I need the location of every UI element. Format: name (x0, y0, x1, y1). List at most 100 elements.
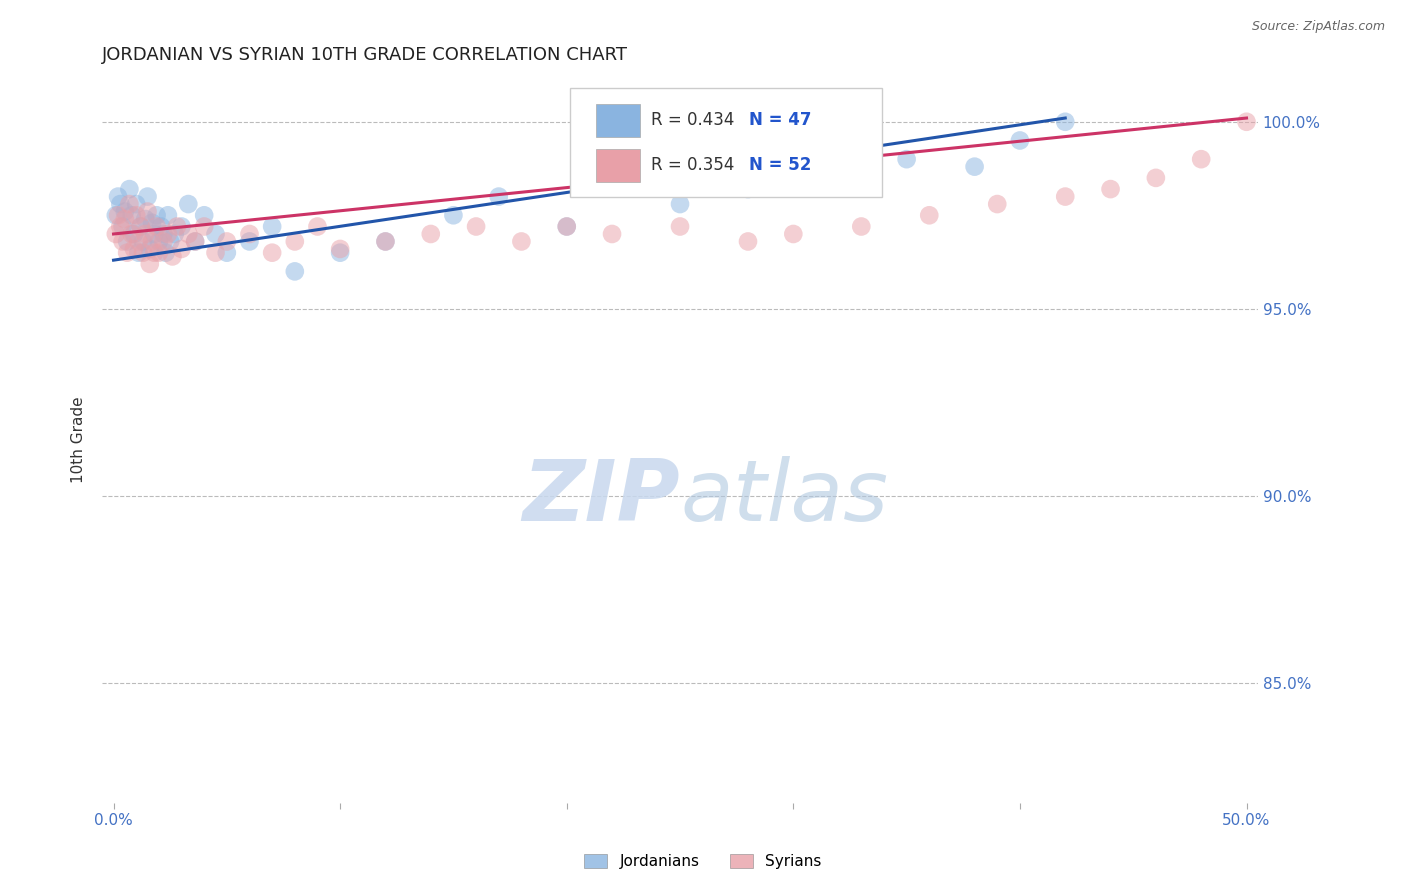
Text: Source: ZipAtlas.com: Source: ZipAtlas.com (1251, 20, 1385, 33)
Text: JORDANIAN VS SYRIAN 10TH GRADE CORRELATION CHART: JORDANIAN VS SYRIAN 10TH GRADE CORRELATI… (103, 46, 628, 64)
Point (156, 208, 179, 222)
Point (148, 235, 170, 249)
Point (215, 235, 238, 249)
Point (152, 235, 174, 249)
Point (148, 245, 170, 260)
Point (139, 257, 162, 271)
Point (262, 245, 284, 260)
Text: R = 0.434: R = 0.434 (651, 112, 734, 129)
FancyBboxPatch shape (571, 87, 882, 196)
Point (262, 219, 284, 234)
Point (127, 235, 149, 249)
Point (107, 189, 129, 203)
Point (555, 219, 578, 234)
Point (374, 235, 396, 249)
Point (238, 235, 260, 249)
Point (170, 242, 193, 256)
Point (284, 264, 307, 278)
Point (555, 219, 578, 234)
Point (115, 245, 138, 260)
Y-axis label: 10th Grade: 10th Grade (72, 396, 86, 483)
Point (1144, 170, 1167, 185)
Text: N = 52: N = 52 (749, 156, 811, 175)
Point (851, 219, 873, 234)
Point (177, 197, 200, 211)
Point (488, 189, 510, 203)
Point (107, 208, 129, 222)
Point (600, 227, 623, 241)
Point (827, 170, 849, 185)
Point (114, 204, 136, 219)
Point (121, 208, 143, 222)
Point (155, 245, 177, 260)
Legend: Jordanians, Syrians: Jordanians, Syrians (578, 848, 828, 875)
Point (121, 227, 143, 241)
Point (141, 235, 163, 249)
Point (118, 197, 141, 211)
Point (118, 182, 141, 196)
Point (111, 219, 134, 234)
Point (510, 235, 533, 249)
Point (1054, 189, 1077, 203)
Point (238, 227, 260, 241)
Point (104, 227, 127, 241)
Point (125, 208, 148, 222)
Point (166, 219, 188, 234)
Point (122, 227, 145, 241)
Point (104, 208, 127, 222)
Point (150, 219, 173, 234)
Point (329, 245, 352, 260)
Point (162, 249, 184, 263)
Point (782, 227, 804, 241)
Point (159, 235, 181, 249)
Point (177, 227, 200, 241)
Point (132, 245, 155, 260)
Point (139, 242, 162, 256)
Point (145, 219, 167, 234)
Point (918, 208, 941, 222)
Point (132, 235, 155, 249)
Point (1236, 115, 1258, 129)
Point (111, 235, 134, 249)
Point (143, 227, 166, 241)
FancyBboxPatch shape (596, 104, 640, 136)
Point (143, 245, 166, 260)
Point (114, 212, 136, 227)
Point (145, 208, 167, 222)
Point (284, 235, 307, 249)
Point (127, 245, 149, 260)
Point (669, 219, 692, 234)
Point (374, 235, 396, 249)
Point (307, 219, 329, 234)
Point (1008, 133, 1031, 147)
Text: N = 47: N = 47 (749, 112, 811, 129)
Point (136, 189, 159, 203)
Point (184, 235, 207, 249)
Point (204, 227, 226, 241)
Point (115, 235, 138, 249)
Point (136, 204, 159, 219)
Point (193, 219, 215, 234)
Point (1054, 115, 1077, 129)
Point (110, 197, 132, 211)
Point (152, 227, 174, 241)
Point (737, 235, 759, 249)
Text: R = 0.354: R = 0.354 (651, 156, 734, 175)
Point (141, 216, 163, 230)
Point (737, 182, 759, 196)
Point (129, 219, 152, 234)
Point (465, 219, 488, 234)
Point (170, 219, 193, 234)
Point (129, 219, 152, 234)
Point (110, 219, 132, 234)
Point (441, 208, 464, 222)
Point (156, 227, 179, 241)
Point (1189, 152, 1212, 166)
Point (134, 227, 156, 241)
Point (986, 197, 1008, 211)
FancyBboxPatch shape (596, 149, 640, 182)
Point (419, 227, 441, 241)
Point (215, 245, 238, 260)
Text: ZIP: ZIP (523, 456, 681, 540)
Point (134, 212, 156, 227)
